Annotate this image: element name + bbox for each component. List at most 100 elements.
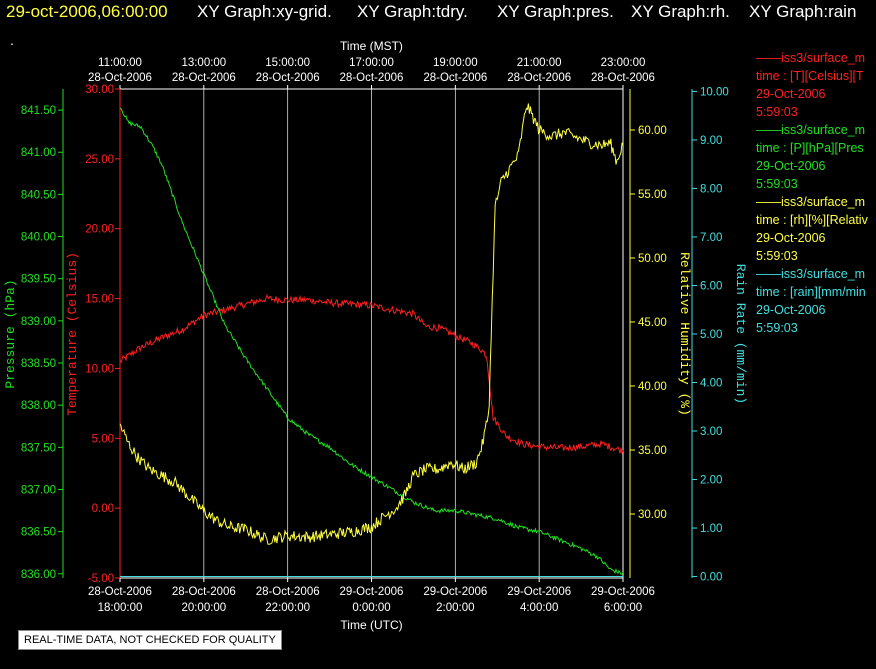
temperature-tick-label: 15.00 <box>85 294 114 306</box>
humidity-tick-label: 50.00 <box>638 253 667 265</box>
legend-pressure-date: 29-Oct-2006 <box>756 159 826 173</box>
top-tick-label-time: 15:00:00 <box>265 57 310 69</box>
pressure-tick-label: 840.00 <box>21 232 56 244</box>
humidity-tick-label: 35.00 <box>638 445 667 457</box>
top-tick-label-date: 28-Oct-2006 <box>256 72 320 84</box>
legend-humidity-time: 5:59:03 <box>756 249 798 263</box>
series-pressure-line <box>119 107 624 576</box>
pressure-tick-label: 836.00 <box>21 569 56 581</box>
bottom-tick-label-date: 28-Oct-2006 <box>172 586 236 598</box>
pressure-tick-label: 836.50 <box>21 527 56 539</box>
legend-humidity-source: ——iss3/surface_m <box>756 195 866 209</box>
rain-tick-label: 6.00 <box>700 280 722 292</box>
rain-tick-label: 9.00 <box>700 135 722 147</box>
top-tick-label-date: 28-Oct-2006 <box>423 72 487 84</box>
bottom-tick-label-time: 4:00:00 <box>520 602 558 614</box>
bottom-tick-label-time: 0:00:00 <box>352 602 390 614</box>
bottom-axis-title: Time (UTC) <box>340 618 402 632</box>
header-timestamp: 29-oct-2006,06:00:00 <box>6 2 168 21</box>
legend-pressure-source: ——iss3/surface_m <box>756 123 866 137</box>
pressure-tick-label: 841.00 <box>21 147 56 159</box>
bottom-tick-label-date: 29-Oct-2006 <box>340 586 404 598</box>
legend-temperature-desc: time : [T][Celsius][T <box>756 69 864 83</box>
top-tick-label-date: 28-Oct-2006 <box>88 72 152 84</box>
legend-pressure[interactable]: ——iss3/surface_m time : [P][hPa][Pres 29… <box>756 121 876 193</box>
pressure-axis-title: Pressure (hPa) <box>3 279 18 388</box>
temperature-tick-label: 25.00 <box>85 154 114 166</box>
bottom-tick-label-time: 18:00:00 <box>98 602 143 614</box>
legend-pressure-time: 5:59:03 <box>756 177 798 191</box>
series-humidity-line <box>119 103 624 545</box>
rain-tick-label: 5.00 <box>700 329 722 341</box>
top-tick-label-time: 21:00:00 <box>517 57 562 69</box>
pressure-tick-label: 837.50 <box>21 442 56 454</box>
header-graph-rain: XY Graph:rain <box>749 2 857 21</box>
pressure-tick-label: 838.50 <box>21 358 56 370</box>
bottom-tick-label-date: 29-Oct-2006 <box>591 586 655 598</box>
humidity-tick-label: 60.00 <box>638 125 667 137</box>
bottom-tick-label-date: 29-Oct-2006 <box>423 586 487 598</box>
rain-tick-label: 2.00 <box>700 475 722 487</box>
legend-humidity[interactable]: ——iss3/surface_m time : [rh][%][Relativ … <box>756 193 876 265</box>
rain-tick-label: 8.00 <box>700 183 722 195</box>
legend-rain-desc: time : [rain][mm/min <box>756 285 866 299</box>
top-tick-label-time: 11:00:00 <box>98 57 142 69</box>
legend-temperature-source: ——iss3/surface_m <box>756 51 866 65</box>
temperature-tick-label: 10.00 <box>85 363 114 375</box>
legend-rain[interactable]: ——iss3/surface_m time : [rain][mm/min 29… <box>756 265 876 337</box>
humidity-tick-label: 40.00 <box>638 381 667 393</box>
legend-rain-source: ——iss3/surface_m <box>756 267 866 281</box>
bottom-tick-label-time: 6:00:00 <box>604 602 642 614</box>
bottom-tick-label-time: 2:00:00 <box>436 602 474 614</box>
series-temperature-line <box>119 294 624 455</box>
top-tick-label-date: 28-Oct-2006 <box>507 72 571 84</box>
pressure-tick-label: 839.00 <box>21 316 56 328</box>
pressure-tick-label: 841.50 <box>21 105 56 117</box>
top-tick-label-time: 19:00:00 <box>433 57 478 69</box>
bottom-tick-label-time: 20:00:00 <box>181 602 226 614</box>
humidity-tick-label: 45.00 <box>638 317 667 329</box>
temperature-tick-label: 5.00 <box>92 433 114 445</box>
top-tick-label-time: 23:00:00 <box>601 57 646 69</box>
rain-tick-label: 7.00 <box>700 232 722 244</box>
top-tick-label-date: 28-Oct-2006 <box>340 72 404 84</box>
quality-notice: REAL-TIME DATA, NOT CHECKED FOR QUALITY <box>18 630 282 650</box>
pressure-tick-label: 837.00 <box>21 484 56 496</box>
header-graph-rh: XY Graph:rh. <box>631 2 730 21</box>
legend-humidity-desc: time : [rh][%][Relativ <box>756 213 868 227</box>
humidity-tick-label: 55.00 <box>638 189 667 201</box>
temperature-tick-label: -5.00 <box>88 573 114 585</box>
pressure-tick-label: 839.50 <box>21 274 56 286</box>
rain-tick-label: 1.00 <box>700 523 722 535</box>
legend-rain-date: 29-Oct-2006 <box>756 303 826 317</box>
humidity-axis-title: Relative Humidity (%) <box>677 252 692 416</box>
legend-temperature-time: 5:59:03 <box>756 105 798 119</box>
temperature-axis-title: Temperature (Celsius) <box>65 252 80 416</box>
bottom-tick-label-date: 28-Oct-2006 <box>256 586 320 598</box>
legend-pressure-desc: time : [P][hPa][Pres <box>756 141 864 155</box>
bottom-tick-label-time: 22:00:00 <box>265 602 310 614</box>
rain-tick-label: 0.00 <box>700 572 722 584</box>
temperature-tick-label: 0.00 <box>92 503 114 515</box>
pressure-tick-label: 840.50 <box>21 189 56 201</box>
header-graph-tdry: XY Graph:tdry. <box>357 2 468 21</box>
legend-temperature[interactable]: ——iss3/surface_m time : [T][Celsius][T 2… <box>756 49 876 121</box>
legend-humidity-date: 29-Oct-2006 <box>756 231 826 245</box>
rain-tick-label: 10.00 <box>700 86 729 98</box>
humidity-tick-label: 30.00 <box>638 509 667 521</box>
temperature-tick-label: 20.00 <box>85 224 114 236</box>
header-graph-xy-grid: XY Graph:xy-grid. <box>197 2 332 21</box>
rain-tick-label: 3.00 <box>700 426 722 438</box>
bottom-tick-label-date: 29-Oct-2006 <box>507 586 571 598</box>
rain-tick-label: 4.00 <box>700 377 722 389</box>
pressure-tick-label: 838.00 <box>21 400 56 412</box>
legend-temperature-date: 29-Oct-2006 <box>756 87 826 101</box>
legend-rain-time: 5:59:03 <box>756 321 798 335</box>
top-tick-label-time: 13:00:00 <box>181 57 226 69</box>
bottom-tick-label-date: 28-Oct-2006 <box>88 586 152 598</box>
temperature-tick-label: 30.00 <box>85 84 114 96</box>
rain-axis-title: Rain Rate (mm/min) <box>733 264 748 404</box>
top-tick-label-date: 28-Oct-2006 <box>172 72 236 84</box>
top-axis-title: Time (MST) <box>340 39 403 53</box>
